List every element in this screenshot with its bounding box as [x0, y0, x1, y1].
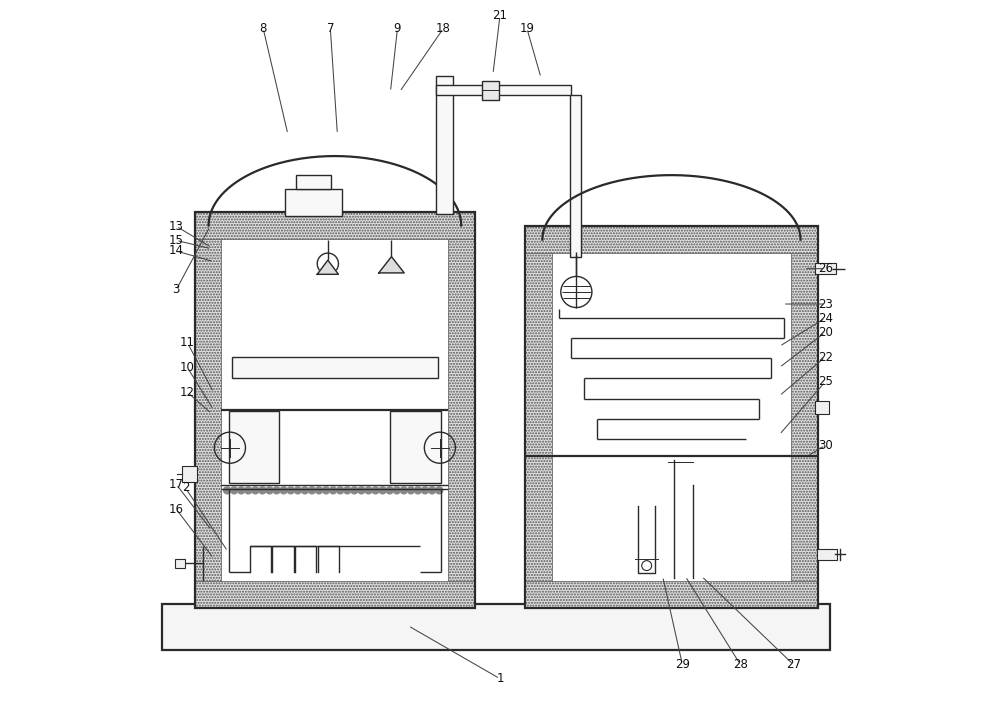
Circle shape [259, 486, 266, 493]
Bar [229, 411, 279, 483]
Text: 24: 24 [818, 312, 833, 325]
Text: 25: 25 [818, 375, 833, 388]
Circle shape [294, 486, 301, 493]
Bar [815, 263, 836, 274]
Bar [448, 212, 475, 608]
Text: 15: 15 [169, 234, 184, 247]
Bar [525, 581, 818, 608]
Bar [436, 85, 571, 95]
Bar [195, 212, 475, 608]
Text: 9: 9 [394, 22, 401, 35]
Text: 29: 29 [675, 658, 690, 671]
Text: 17: 17 [169, 478, 184, 491]
Text: 23: 23 [818, 298, 833, 310]
Circle shape [315, 486, 323, 493]
Text: 27: 27 [786, 658, 801, 671]
Bar [525, 226, 552, 608]
Bar [525, 226, 818, 253]
Text: 7: 7 [327, 22, 334, 35]
Circle shape [400, 486, 407, 493]
Bar [285, 189, 342, 216]
Bar [195, 212, 475, 239]
Circle shape [372, 486, 379, 493]
Bar [195, 212, 221, 608]
Text: 26: 26 [818, 262, 833, 275]
Circle shape [231, 486, 238, 493]
Bar [162, 604, 830, 650]
Text: 10: 10 [180, 361, 195, 374]
Text: 22: 22 [818, 351, 833, 363]
Bar [436, 76, 453, 214]
Text: 3: 3 [173, 284, 180, 296]
Text: 21: 21 [492, 9, 508, 22]
Text: 14: 14 [169, 245, 184, 257]
Circle shape [301, 486, 308, 493]
Bar [195, 581, 475, 608]
Text: 30: 30 [818, 439, 833, 452]
Circle shape [386, 486, 393, 493]
Circle shape [414, 486, 422, 493]
Bar [570, 95, 581, 257]
Circle shape [287, 486, 294, 493]
Bar [232, 357, 438, 378]
Circle shape [323, 486, 330, 493]
Bar [175, 559, 185, 568]
Circle shape [238, 486, 245, 493]
Circle shape [379, 486, 386, 493]
Circle shape [436, 486, 443, 493]
Text: 18: 18 [436, 22, 451, 35]
Circle shape [330, 486, 337, 493]
Circle shape [365, 486, 372, 493]
Bar [182, 466, 197, 481]
Circle shape [393, 486, 400, 493]
Circle shape [429, 486, 436, 493]
Text: 13: 13 [169, 220, 184, 233]
Bar [482, 81, 499, 100]
Circle shape [245, 486, 252, 493]
Circle shape [252, 486, 259, 493]
Bar [296, 175, 331, 189]
Text: 2: 2 [182, 481, 189, 494]
Text: 28: 28 [733, 658, 748, 671]
Text: 12: 12 [180, 386, 195, 399]
Bar [390, 411, 441, 483]
Circle shape [351, 486, 358, 493]
Text: 19: 19 [519, 22, 534, 35]
Circle shape [224, 486, 231, 493]
Text: 16: 16 [169, 503, 184, 515]
Circle shape [308, 486, 315, 493]
Text: 1: 1 [496, 672, 504, 685]
Polygon shape [379, 257, 404, 273]
Bar [815, 402, 829, 414]
Circle shape [280, 486, 287, 493]
Text: 8: 8 [259, 22, 267, 35]
Bar [817, 549, 837, 560]
Circle shape [407, 486, 414, 493]
Circle shape [273, 486, 280, 493]
Text: 11: 11 [180, 337, 195, 349]
Circle shape [266, 486, 273, 493]
Text: 20: 20 [818, 326, 833, 339]
Bar [525, 226, 818, 608]
Circle shape [344, 486, 351, 493]
Bar [791, 226, 818, 608]
Circle shape [422, 486, 429, 493]
Polygon shape [317, 260, 338, 274]
Circle shape [358, 486, 365, 493]
Circle shape [337, 486, 344, 493]
